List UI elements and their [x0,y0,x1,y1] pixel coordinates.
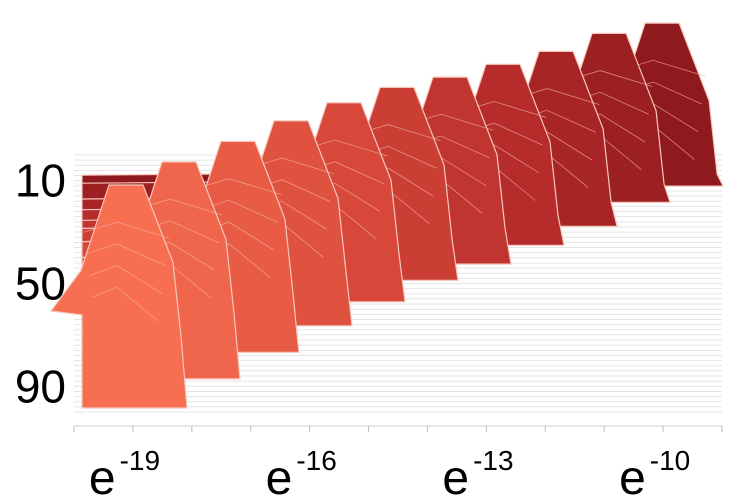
x-axis: e -19 e -16 e -13 e -10 [73,425,723,499]
ridge-stratum-line [195,178,282,195]
y-tick-label: 90 [15,360,66,412]
y-tick-label: 50 [15,258,66,310]
ridge-stratum-line [91,286,159,322]
y-axis: 10 50 90 [15,155,66,413]
x-tick-label: e -13 [442,445,513,499]
y-tick-label: 10 [15,155,66,207]
x-tick-label: e -10 [619,445,690,499]
ridge-stratum-line [89,265,163,294]
ridge-stratum-line [86,243,166,267]
x-tick-label: e -16 [266,445,337,499]
x-tick-label: e -19 [89,445,160,499]
ridge-series-layer [49,22,725,409]
ridge-stratum-line [83,221,170,239]
ridge-series [49,184,188,409]
